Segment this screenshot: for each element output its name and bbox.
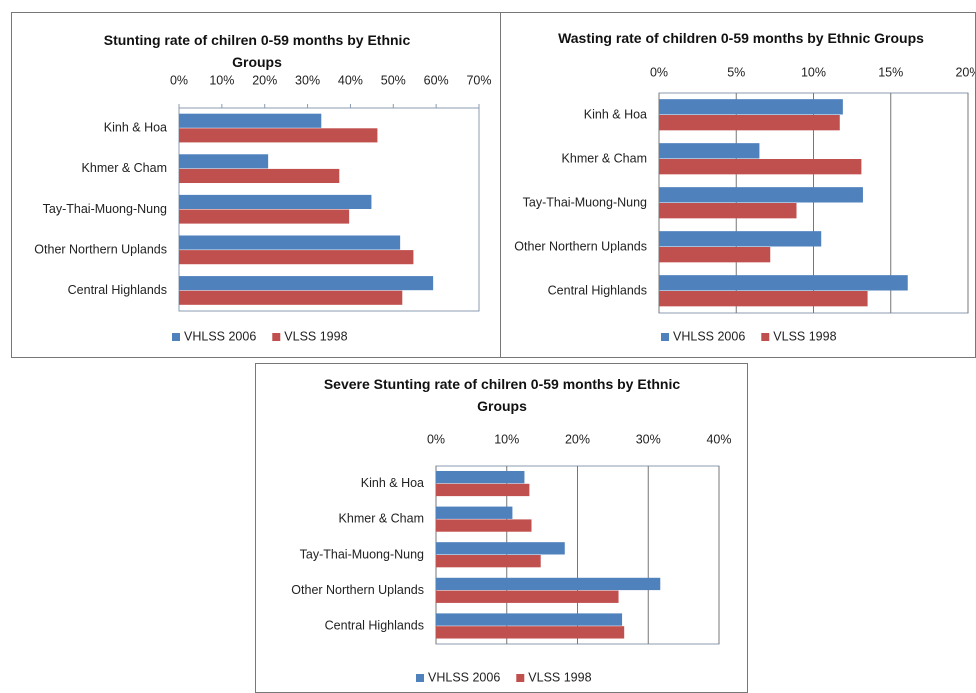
legend-swatch (661, 333, 669, 341)
chart: 0% 10% 20% 30% 40% Kinh & Hoa Khmer & Cham Tay-… (291, 432, 731, 684)
x-tick-label: 10% (494, 432, 519, 446)
x-tick-label: 10% (209, 73, 234, 87)
bar (179, 209, 350, 224)
bar (179, 168, 340, 184)
chart: 0% 5% 10% 15% 20% Kinh & Hoa Khmer & Cham Tay-T… (514, 65, 975, 343)
legend-label: VHLSS 2006 (428, 670, 500, 684)
chart-title: Severe Stunting rate of chilren 0-59 mon… (323, 376, 681, 414)
category-label: Kinh & Hoa (584, 107, 647, 121)
x-tick-label: 15% (878, 65, 903, 79)
bar (436, 542, 565, 555)
legend-label: VLSS 1998 (773, 329, 836, 343)
legend-swatch (761, 333, 770, 341)
x-tick-label: 20% (252, 73, 277, 87)
bar (436, 506, 513, 519)
x-tick-label: 50% (381, 73, 406, 87)
bar (436, 519, 532, 532)
category-label: Kinh & Hoa (361, 476, 424, 490)
category-label: Tay-Thai-Muong-Nung (300, 547, 424, 561)
bar (659, 247, 771, 263)
x-tick-label: 0% (650, 65, 668, 79)
bar (659, 291, 868, 307)
x-tick-label: 0% (427, 432, 445, 446)
x-tick-label: 10% (801, 65, 826, 79)
bar (436, 626, 625, 639)
category-label: Central Highlands (325, 618, 424, 632)
bar (659, 159, 862, 175)
legend-label: VHLSS 2006 (673, 329, 745, 343)
chart-title: Stunting rate of chilren 0-59 months by … (103, 32, 411, 70)
legend-swatch (272, 333, 281, 341)
legend-swatch (516, 674, 525, 682)
bar (436, 483, 530, 497)
legend-label: VHLSS 2006 (184, 329, 256, 343)
bar (179, 154, 269, 169)
bar (659, 203, 797, 219)
bar (659, 187, 863, 203)
x-tick-label: 40% (338, 73, 363, 87)
category-label: Khmer & Cham (339, 512, 424, 526)
chart-panel: 0% 5% 10% 15% 20% Kinh & Hoa Khmer & Cham Tay-T… (500, 12, 976, 358)
bar (436, 590, 619, 603)
bar (659, 275, 908, 291)
bar (179, 290, 403, 305)
bar (659, 231, 822, 247)
bar (436, 555, 541, 568)
category-label: Other Northern Uplands (34, 242, 167, 256)
x-tick-label: 40% (706, 432, 731, 446)
legend-label: VLSS 1998 (284, 329, 347, 343)
bar (436, 470, 525, 484)
category-label: Other Northern Uplands (514, 239, 647, 253)
bar (179, 128, 378, 143)
bar (659, 115, 840, 131)
chart-panel: 0% 10% 20% 30% 40% 50% 60% 70% Kinh & Hoa Khmer &… (11, 12, 501, 358)
bar (179, 276, 434, 291)
bar (179, 194, 372, 209)
category-label: Khmer & Cham (562, 151, 647, 165)
category-label: Tay-Thai-Muong-Nung (43, 202, 167, 216)
chart: 0% 10% 20% 30% 40% 50% 60% 70% Kinh & Hoa Khmer &… (34, 73, 491, 343)
chart-panel: 0% 10% 20% 30% 40% Kinh & Hoa Khmer & Cham Tay-… (255, 363, 748, 693)
legend-swatch (172, 333, 180, 341)
x-tick-label: 0% (170, 73, 188, 87)
category-label: Central Highlands (548, 283, 647, 297)
bar (659, 143, 760, 159)
x-tick-label: 20% (565, 432, 590, 446)
chart-title: Wasting rate of children 0-59 months by … (558, 30, 924, 46)
x-tick-label: 30% (295, 73, 320, 87)
bar (436, 577, 661, 591)
category-label: Other Northern Uplands (291, 583, 424, 597)
x-tick-label: 30% (636, 432, 661, 446)
x-tick-label: 60% (424, 73, 449, 87)
bar (436, 613, 623, 626)
legend-swatch (416, 674, 424, 682)
bar (659, 99, 843, 115)
bar (179, 235, 401, 250)
x-tick-label: 5% (727, 65, 745, 79)
category-label: Tay-Thai-Muong-Nung (523, 195, 647, 209)
bar (179, 113, 322, 128)
x-tick-label: 20% (955, 65, 975, 79)
category-label: Kinh & Hoa (104, 121, 167, 135)
category-label: Khmer & Cham (82, 161, 167, 175)
category-label: Central Highlands (68, 283, 167, 297)
x-tick-label: 70% (466, 73, 491, 87)
legend-label: VLSS 1998 (528, 670, 591, 684)
bar (179, 250, 414, 265)
